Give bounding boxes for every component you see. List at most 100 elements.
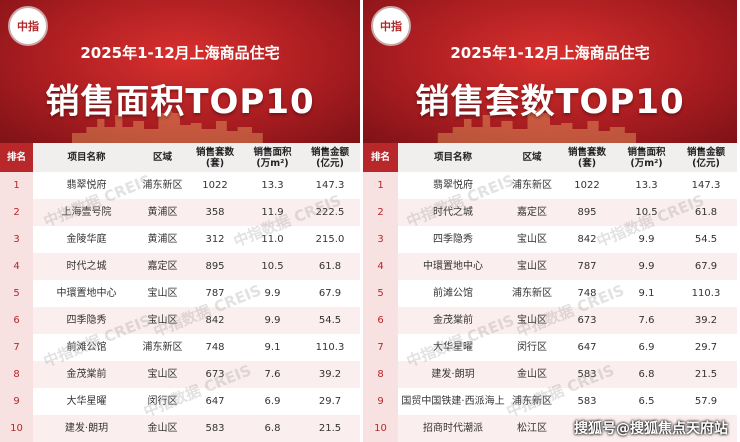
header-cell: 销售面积 (万m²) — [618, 143, 675, 172]
table-cell: 13.3 — [635, 180, 658, 191]
table-cell: 748 — [205, 342, 225, 353]
table-cell: 宝山区 — [517, 261, 547, 272]
table-cell: 黄浦区 — [147, 207, 178, 218]
header-line: 排名 — [6, 152, 26, 163]
table-cell: 11.0 — [261, 234, 284, 245]
table-cell: 金山区 — [147, 423, 178, 434]
header-line: (万m²) — [630, 157, 663, 169]
table-cell: 29.7 — [694, 342, 718, 353]
table-cell: 9 — [0, 388, 33, 415]
table-cell: 8 — [0, 361, 33, 388]
table-cell: 9.9 — [638, 234, 655, 245]
table-cell: 5 — [363, 280, 398, 307]
table-row: 1 翡翠悦府 浦东新区 1022 13.3 147.3 — [363, 172, 737, 199]
table-cell: 842 — [205, 315, 225, 326]
header-line: (套) — [205, 157, 225, 169]
table-cell: 闵行区 — [517, 342, 547, 353]
table-cell: 金山区 — [517, 369, 547, 380]
table-row: 3 金陵华庭 黄浦区 312 11.0 215.0 — [0, 226, 360, 253]
header-cell: 销售金额 (亿元) — [675, 143, 737, 172]
table-cell: 6.8 — [638, 369, 655, 380]
table-cell: 39.2 — [318, 369, 342, 380]
table-cell: 29.7 — [318, 396, 342, 407]
table-cell: 748 — [577, 288, 597, 299]
ranking-table: 排名 项目名称 区域 销售套数 (套) 销售面积 (万m²) 销售金额 (亿元) 1 翡翠悦府 浦东新… — [0, 143, 360, 442]
table-cell: 松江区 — [517, 423, 547, 434]
header-cell: 销售面积 (万m²) — [245, 143, 300, 172]
ranking-table: 排名 项目名称 区域 销售套数 (套) 销售面积 (万m²) 销售金额 (亿元) 1 翡翠悦府 浦东新… — [363, 143, 737, 442]
table-cell: 金陵华庭 — [66, 234, 107, 245]
header-line: (亿元) — [692, 157, 720, 169]
header-cell: 区域 — [140, 143, 185, 172]
table-cell: 四季隐秀 — [433, 234, 473, 245]
table-cell: 时代之城 — [66, 261, 107, 272]
subtitle: 2025年1-12月上海商品住宅 — [450, 44, 650, 62]
table-cell: 895 — [205, 261, 225, 272]
table-cell: 前滩公馆 — [433, 288, 473, 299]
table-cell: 4 — [363, 253, 398, 280]
header-cell: 项目名称 — [33, 143, 140, 172]
table-cell: 787 — [205, 288, 225, 299]
table-cell: 61.8 — [694, 207, 718, 218]
header-line: (万m²) — [256, 157, 289, 169]
units-panel: 中指 2025年1-12月上海商品住宅 销售套数TOP10 排名 项目名称 区域 销售套数(… — [363, 0, 737, 442]
table-cell: 7.6 — [638, 315, 655, 326]
table-cell: 647 — [205, 396, 225, 407]
table-cell: 583 — [577, 369, 597, 380]
table-cell: 6.9 — [638, 342, 655, 353]
header-line: 项目名称 — [433, 152, 472, 163]
table-cell: 61.8 — [318, 261, 342, 272]
table-cell: 673 — [205, 369, 225, 380]
table-cell: 翡翠悦府 — [66, 180, 107, 191]
table-cell: 金茂棠前 — [433, 315, 473, 326]
table-cell: 浦东新区 — [512, 396, 552, 407]
table-row: 4 时代之城 嘉定区 895 10.5 61.8 — [0, 253, 360, 280]
table-cell: 闵行区 — [147, 396, 178, 407]
table-cell: 895 — [577, 207, 597, 218]
table-cell: 8 — [363, 361, 398, 388]
table-cell: 110.3 — [315, 342, 345, 353]
table-cell: 10 — [0, 415, 33, 442]
table-cell: 673 — [577, 315, 597, 326]
header-line: 销售套数 — [195, 146, 234, 158]
table-row: 4 中環置地中心 宝山区 787 9.9 67.9 — [363, 253, 737, 280]
table-cell: 583 — [205, 423, 225, 434]
table-cell: 67.9 — [318, 288, 342, 299]
table-cell: 842 — [577, 234, 597, 245]
source-tag: 搜狐号@搜狐焦点天府站 — [574, 421, 728, 437]
table-cell: 147.3 — [315, 180, 345, 191]
table-cell: 358 — [205, 207, 225, 218]
table-row: 6 四季隐秀 宝山区 842 9.9 54.5 — [0, 307, 360, 334]
table-cell: 嘉定区 — [517, 207, 547, 218]
table-cell: 787 — [577, 261, 597, 272]
table-cell: 6 — [363, 307, 398, 334]
table-row: 1 翡翠悦府 浦东新区 1022 13.3 147.3 — [0, 172, 360, 199]
table-cell: 时代之城 — [433, 207, 473, 218]
header-line: 区域 — [522, 152, 542, 163]
table-cell: 222.5 — [315, 207, 345, 218]
table-cell: 647 — [577, 342, 597, 353]
table-row: 9 国贸中国铁建·西派海上 浦东新区 583 6.5 57.9 — [363, 388, 737, 415]
table-cell: 金茂棠前 — [66, 369, 107, 380]
header-cell: 排名 — [363, 143, 398, 172]
table-cell: 10.5 — [261, 261, 284, 272]
table-row: 7 前滩公馆 浦东新区 748 9.1 110.3 — [0, 334, 360, 361]
skyline — [437, 107, 637, 143]
header-line: 销售面积 — [627, 146, 666, 158]
table-cell: 2 — [363, 199, 398, 226]
table-cell: 215.0 — [315, 234, 345, 245]
table-cell: 翡翠悦府 — [433, 180, 473, 191]
header-cell: 销售套数 (套) — [185, 143, 245, 172]
area-panel: 中指 2025年1-12月上海商品住宅 销售面积TOP10 排名 项目名称 区域 销售套数(… — [0, 0, 360, 442]
table-row: 7 大华星曜 闵行区 647 6.9 29.7 — [363, 334, 737, 361]
header-cell: 销售金额 (亿元) — [300, 143, 360, 172]
table-row: 6 金茂棠前 宝山区 673 7.6 39.2 — [363, 307, 737, 334]
table-cell: 54.5 — [694, 234, 718, 245]
subtitle: 2025年1-12月上海商品住宅 — [80, 44, 280, 62]
table-cell: 1022 — [202, 180, 228, 191]
table-cell: 11.9 — [261, 207, 284, 218]
table-cell: 6 — [0, 307, 33, 334]
table-row: 3 四季隐秀 宝山区 842 9.9 54.5 — [363, 226, 737, 253]
table-cell: 浦东新区 — [142, 180, 183, 191]
